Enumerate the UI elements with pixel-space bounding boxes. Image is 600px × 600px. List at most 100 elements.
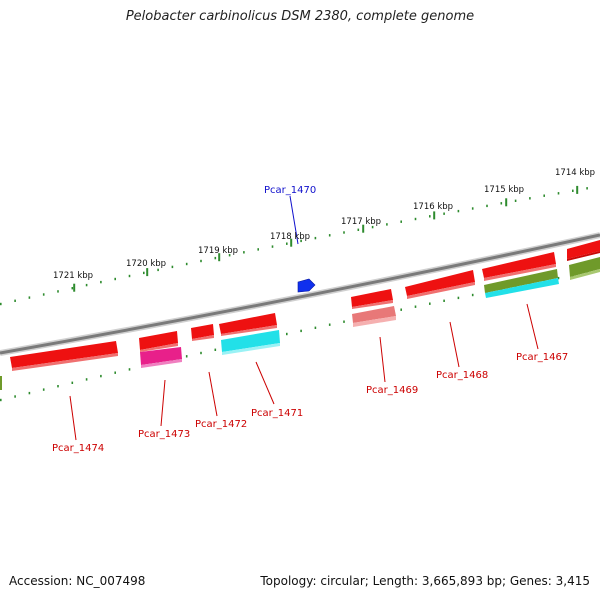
inner-scale-dot [214,348,217,351]
gene-label-pcar-1471[interactable]: Pcar_1471 [251,408,303,419]
genome-backbone-core [0,233,600,355]
outer-scale-dot [128,274,131,278]
inner-scale-dot [557,276,560,280]
outer-scale-dot [557,192,560,195]
scale-label-1714: 1714 kbp [555,168,595,178]
feature-upper-right-1[interactable] [567,240,600,259]
inner-scale-dot [457,296,460,300]
gene-olive-right[interactable] [569,257,600,280]
inner-scale-dot [114,371,116,374]
scale-label-1716: 1716 kbp [413,202,453,212]
outer-scale-dot [328,234,331,237]
outer-scale-dot [100,280,102,284]
outer-scale-ring [0,185,588,306]
outer-scale-dot [42,293,45,296]
gene-pcar-1469[interactable] [351,289,396,327]
inner-scale-dot [343,320,345,323]
outer-scale-dot [586,187,588,190]
gene-olive-left-edge[interactable] [0,376,2,390]
inner-scale-dot [286,332,288,336]
outer-scale-dot [71,287,74,290]
outer-scale-dot [257,248,259,251]
inner-scale-dot [300,329,302,333]
scale-label-1720: 1720 kbp [126,259,166,269]
outer-scale-major-tick [505,198,508,207]
outer-scale-dot [171,265,174,269]
gene-label-pcar-1468[interactable]: Pcar_1468 [436,370,488,381]
outer-scale-dot [157,268,159,272]
outer-scale-major-tick [576,185,579,194]
scale-label-1721: 1721 kbp [53,271,93,281]
gene-pcar-1473[interactable] [139,331,182,368]
accession-text: Accession: NC_007498 [9,574,146,588]
gene-label-pcar-1473[interactable]: Pcar_1473 [138,429,190,440]
outer-scale-dot [14,299,16,302]
outer-scale-dot [500,202,503,205]
outer-scale-dot [414,217,417,221]
outer-scale-dot [357,228,360,231]
outer-scale-major-tick [73,283,76,292]
inner-scale-dot [400,308,402,311]
outer-scale-dot [514,199,517,202]
inner-scale-dot [14,395,16,398]
gene-pcar-1474[interactable] [10,341,118,371]
outer-scale-dot [28,296,31,299]
inner-scale-dot [443,299,445,302]
genome-summary: Topology: circular; Length: 3,665,893 bp… [260,574,590,588]
gene-pcar-1467[interactable] [482,252,559,298]
gene-pcar-1471[interactable] [219,313,280,355]
outer-scale-dot [443,212,445,215]
outer-scale-major-tick [362,224,365,233]
outer-scale-dot [185,262,188,266]
gene-label-pcar-1470[interactable]: Pcar_1470 [264,185,316,196]
inner-scale-dot [28,391,31,395]
outer-scale-dot [271,245,274,248]
scale-label-1719: 1719 kbp [198,246,238,256]
inner-scale-dot [414,305,417,308]
outer-scale-major-tick [146,268,149,277]
outer-scale-dot [200,259,202,263]
gene-label-pcar-1474[interactable]: Pcar_1474 [52,443,104,454]
scale-label-1715: 1715 kbp [484,185,524,195]
gene-pcar-1468[interactable] [405,270,475,299]
outer-scale-dot [57,290,59,293]
inner-scale-dot [71,381,74,384]
outer-scale-dot [471,207,474,210]
scale-label-1718: 1718 kbp [270,232,310,242]
outer-strand-features [297,240,600,293]
outer-scale-dot [386,223,388,226]
outer-scale-dot [0,302,2,306]
outer-scale-major-tick [290,238,293,247]
gene-pcar-1472[interactable] [191,324,214,341]
outer-scale-dot [143,271,145,275]
outer-scale-dot [400,220,402,223]
outer-scale-dot [429,215,431,218]
map-title: Pelobacter carbinolicus DSM 2380, comple… [125,9,475,24]
inner-scale-dot [429,302,431,305]
inner-scale-dot [185,355,188,358]
outer-scale-dot [286,242,288,245]
feature-upper-right-2[interactable] [567,251,600,261]
outer-scale-dot [314,236,317,240]
outer-scale-dot [114,277,116,281]
inner-scale-dot [85,378,88,381]
outer-scale-dot [243,251,245,254]
inner-scale-dot [0,398,2,402]
outer-scale-dot [214,256,217,260]
inner-scale-dot [42,388,45,391]
outer-scale-major-tick [433,211,436,220]
outer-scale-dot [543,194,545,197]
inner-scale-dot [328,323,331,326]
outer-scale-dot [572,189,574,192]
gene-label-pcar-1467[interactable]: Pcar_1467 [516,352,568,363]
inner-scale-dot [200,351,202,355]
outer-scale-dot [300,239,302,243]
gene-label-pcar-1469[interactable]: Pcar_1469 [366,385,418,396]
inner-scale-dot [100,374,102,378]
gene-label-pcar-1472[interactable]: Pcar_1472 [195,419,247,430]
outer-scale-major-tick [218,253,221,262]
label-leader-lines [69,195,539,441]
feature-pcar-1470[interactable] [297,278,316,293]
inner-scale-dot [128,368,131,371]
